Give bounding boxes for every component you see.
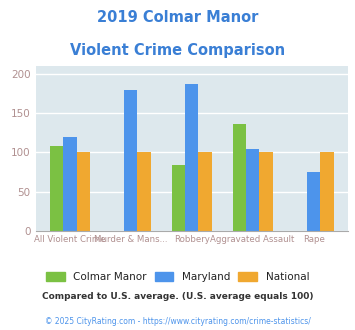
Text: Compared to U.S. average. (U.S. average equals 100): Compared to U.S. average. (U.S. average …	[42, 292, 313, 301]
Bar	[320, 152, 334, 231]
Bar	[307, 172, 320, 231]
Text: Violent Crime Comparison: Violent Crime Comparison	[70, 43, 285, 58]
Bar	[77, 152, 90, 231]
Bar	[246, 148, 260, 231]
Bar	[63, 137, 77, 231]
Bar	[171, 165, 185, 231]
Text: 2019 Colmar Manor: 2019 Colmar Manor	[97, 10, 258, 25]
Bar	[137, 152, 151, 231]
Bar	[50, 146, 63, 231]
Legend: Colmar Manor, Maryland, National: Colmar Manor, Maryland, National	[42, 268, 313, 286]
Bar	[185, 84, 198, 231]
Bar	[124, 90, 137, 231]
Bar	[198, 152, 212, 231]
Bar	[233, 124, 246, 231]
Bar	[260, 152, 273, 231]
Text: © 2025 CityRating.com - https://www.cityrating.com/crime-statistics/: © 2025 CityRating.com - https://www.city…	[45, 317, 310, 326]
